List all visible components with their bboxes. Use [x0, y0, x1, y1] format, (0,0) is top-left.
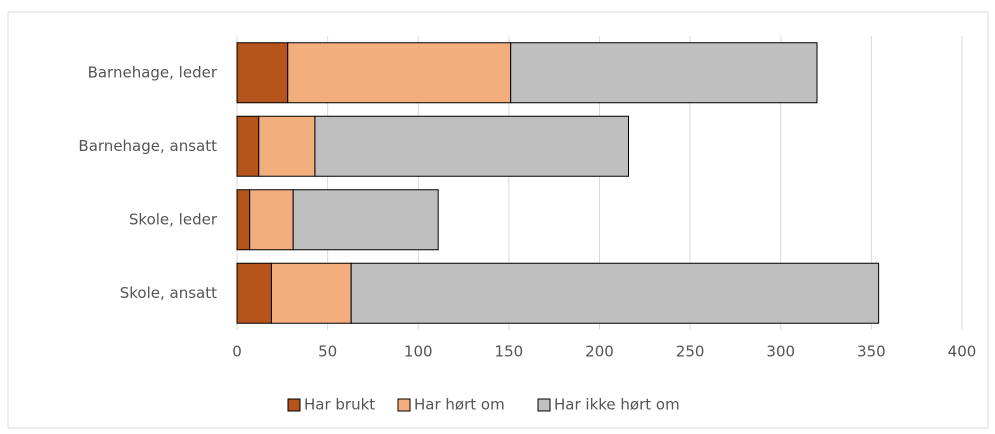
x-tick-label: 50 — [318, 343, 337, 361]
y-tick-label: Skole, leder — [129, 210, 218, 228]
bar-segment — [236, 115, 260, 177]
legend-swatch — [537, 398, 551, 412]
legend-swatch — [287, 398, 301, 412]
x-tick-label: 200 — [585, 343, 614, 361]
legend-label: Har brukt — [304, 396, 375, 414]
bar-segment — [270, 262, 352, 324]
bar-segment — [258, 115, 316, 177]
bar-segment — [249, 189, 294, 251]
x-tick-label: 0 — [232, 343, 242, 361]
x-tick-label: 400 — [948, 343, 977, 361]
bar-segment — [236, 262, 272, 324]
legend-swatch — [397, 398, 411, 412]
bar-segment — [510, 42, 818, 104]
x-tick-label: 150 — [495, 343, 524, 361]
bar-segment — [292, 189, 439, 251]
y-tick-label: Barnehage, leder — [88, 63, 218, 81]
x-tick-label: 300 — [766, 343, 795, 361]
bar-segment — [350, 262, 880, 324]
bar-segment — [287, 42, 512, 104]
x-tick-label: 100 — [404, 343, 433, 361]
bar-segment — [236, 189, 251, 251]
x-tick-label: 250 — [676, 343, 705, 361]
bar-segment — [236, 42, 289, 104]
bar-segment — [314, 115, 629, 177]
y-tick-label: Skole, ansatt — [120, 284, 217, 302]
legend-label: Har ikke hørt om — [554, 396, 680, 414]
x-tick-label: 350 — [857, 343, 886, 361]
legend-label: Har hørt om — [414, 396, 505, 414]
y-tick-label: Barnehage, ansatt — [78, 137, 217, 155]
